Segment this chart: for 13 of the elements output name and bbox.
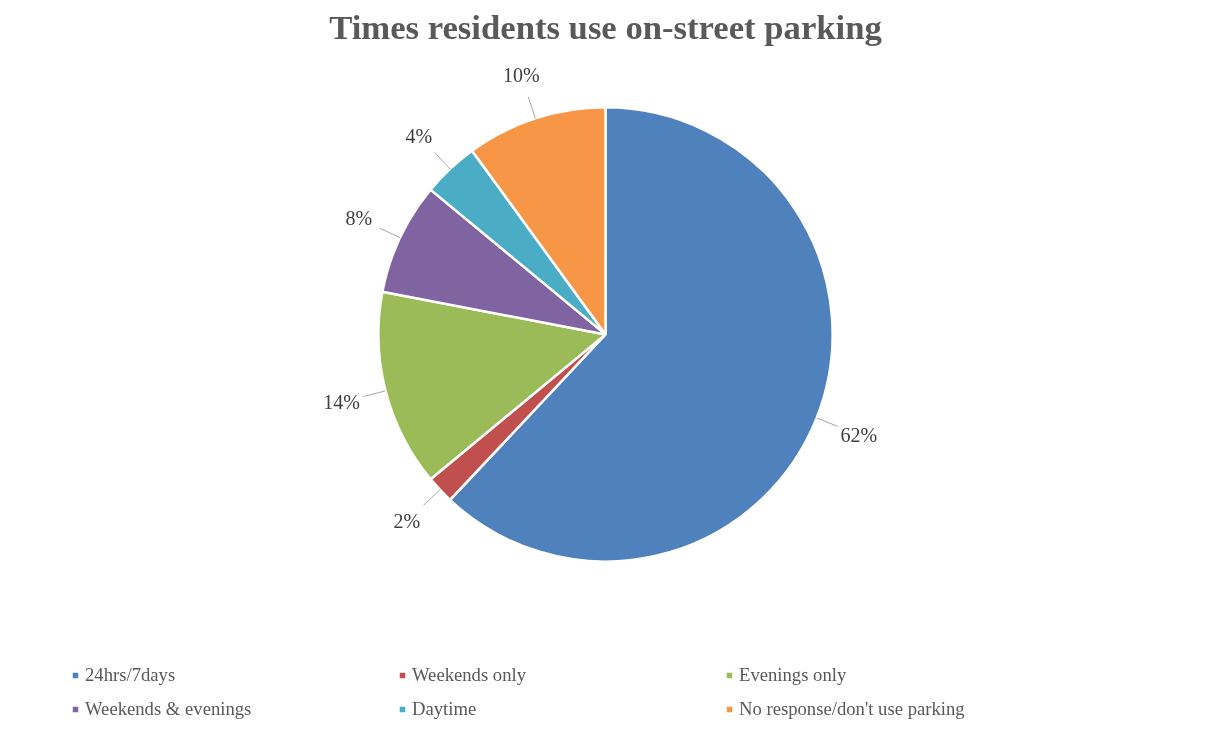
legend-label: Weekends only	[412, 664, 528, 686]
data-label: 4%	[405, 124, 433, 147]
legend-label: Evenings only	[739, 664, 848, 686]
legend-label: Weekends & evenings	[85, 698, 253, 720]
data-label: 8%	[345, 207, 373, 230]
legend-label: 24hrs/7days	[85, 664, 177, 686]
data-label: 10%	[502, 64, 540, 87]
legend-label: Daytime	[412, 698, 478, 720]
data-label: 62%	[840, 423, 878, 446]
legend-label: No response/don't use parking	[739, 698, 966, 720]
chart-title: Times residents use on-street parking	[329, 7, 882, 46]
data-label: 14%	[323, 391, 360, 414]
data-label: 2%	[393, 509, 421, 532]
